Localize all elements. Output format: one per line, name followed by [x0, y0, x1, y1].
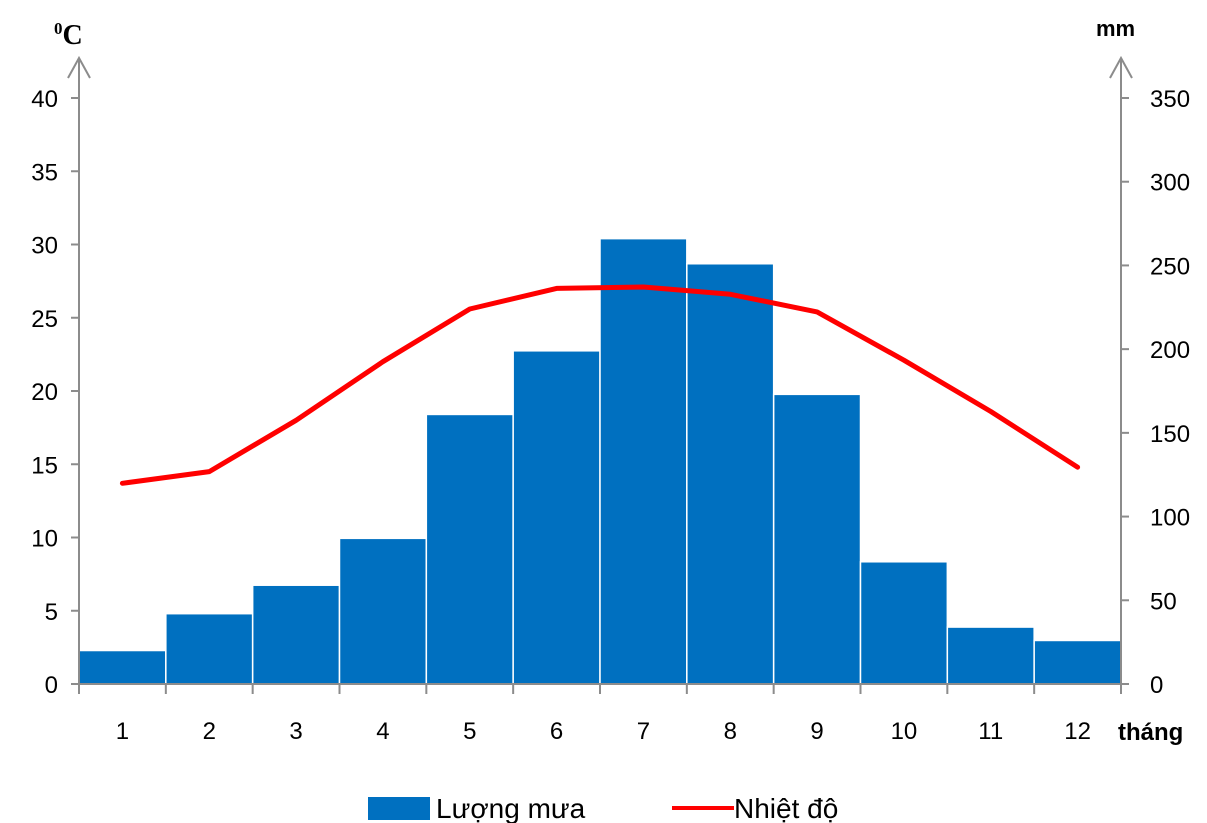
left-axis-arrow-icon [67, 55, 91, 79]
right-tick-label-150: 150 [1150, 421, 1190, 448]
x-tick-label-12: 12 [1064, 718, 1091, 745]
x-tick-label-5: 5 [463, 718, 476, 745]
temperature-line-layer [119, 284, 1081, 486]
legend: Lượng mưa Nhiệt độ [368, 793, 838, 823]
left-axis-unit-sup: 0 [54, 19, 63, 38]
rain-bar-7 [599, 237, 688, 685]
rain-bar-4 [338, 537, 428, 685]
right-tick-label-350: 350 [1150, 86, 1190, 113]
right-tick-label-250: 250 [1150, 253, 1190, 280]
rain-bar-3 [251, 584, 341, 685]
x-tick-label-3: 3 [289, 718, 302, 745]
left-axis-unit: 0C [54, 19, 83, 51]
left-tick-label-20: 20 [31, 379, 58, 406]
left-axis-unit-main: C [63, 20, 83, 51]
legend-swatch-rain [368, 797, 430, 820]
left-tick-label-15: 15 [31, 452, 58, 479]
left-tick-label-10: 10 [31, 526, 58, 553]
x-tick-label-1: 1 [116, 718, 129, 745]
right-tick-label-0: 0 [1150, 672, 1163, 699]
x-tick-label-7: 7 [637, 718, 650, 745]
temperature-line [119, 284, 1081, 486]
right-tick-label-300: 300 [1150, 170, 1190, 197]
rain-bar-5 [425, 413, 514, 685]
left-tick-label-30: 30 [31, 233, 58, 260]
rain-bar-10 [859, 561, 949, 685]
x-tick-label-4: 4 [376, 718, 389, 745]
x-tick-label-2: 2 [203, 718, 216, 745]
rain-bar-11 [946, 626, 1035, 685]
legend-label-rain: Lượng mưa [436, 793, 586, 823]
x-tick-label-10: 10 [891, 718, 918, 745]
x-axis-title: tháng [1118, 719, 1183, 746]
rain-bars [78, 237, 1122, 685]
rain-bar-2 [165, 612, 254, 685]
right-axis-unit: mm [1096, 16, 1135, 41]
right-axis-arrow-icon [1109, 55, 1133, 79]
rain-bar-8 [686, 263, 775, 685]
rain-bar-1 [78, 649, 167, 685]
left-tick-label-0: 0 [45, 672, 58, 699]
left-tick-label-25: 25 [31, 306, 58, 333]
right-tick-label-200: 200 [1150, 337, 1190, 364]
legend-label-temp: Nhiệt độ [734, 793, 838, 823]
right-tick-label-50: 50 [1150, 588, 1177, 615]
rain-bar-6 [512, 350, 601, 685]
left-tick-label-35: 35 [31, 159, 58, 186]
x-tick-label-8: 8 [724, 718, 737, 745]
x-tick-label-9: 9 [810, 718, 823, 745]
right-tick-label-100: 100 [1150, 505, 1190, 532]
left-tick-label-40: 40 [31, 86, 58, 113]
rain-bar-9 [772, 393, 862, 685]
left-tick-label-5: 5 [45, 599, 58, 626]
x-tick-label-6: 6 [550, 718, 563, 745]
rain-bar-12 [1033, 639, 1122, 685]
x-tick-label-11: 11 [978, 718, 1003, 745]
